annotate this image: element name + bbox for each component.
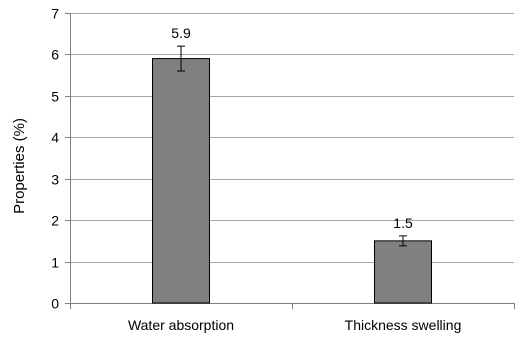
y-tick-label: 2 [51,213,59,229]
y-tick-label: 1 [51,255,59,271]
data-label: 1.5 [393,215,413,231]
x-tick-label: Thickness swelling [345,317,462,333]
y-axis-label: Properties (%) [11,118,28,214]
data-label: 5.9 [171,25,191,41]
y-tick-label: 4 [51,130,59,146]
x-tick-label: Water absorption [128,317,234,333]
y-tick-label: 5 [51,89,59,105]
bar-thickness-swelling [374,240,432,304]
bar-water-absorption [152,58,210,304]
axes [65,13,515,309]
gridlines [70,13,514,263]
y-tick-label: 0 [51,296,59,312]
bars [152,45,432,304]
y-tick-label: 7 [51,6,59,22]
y-tick-label: 3 [51,172,59,188]
labels: 0 1 2 3 4 5 6 7 5.9 Water absorption 1.5 Thickness … [51,6,461,334]
y-tick-label: 6 [51,47,59,63]
